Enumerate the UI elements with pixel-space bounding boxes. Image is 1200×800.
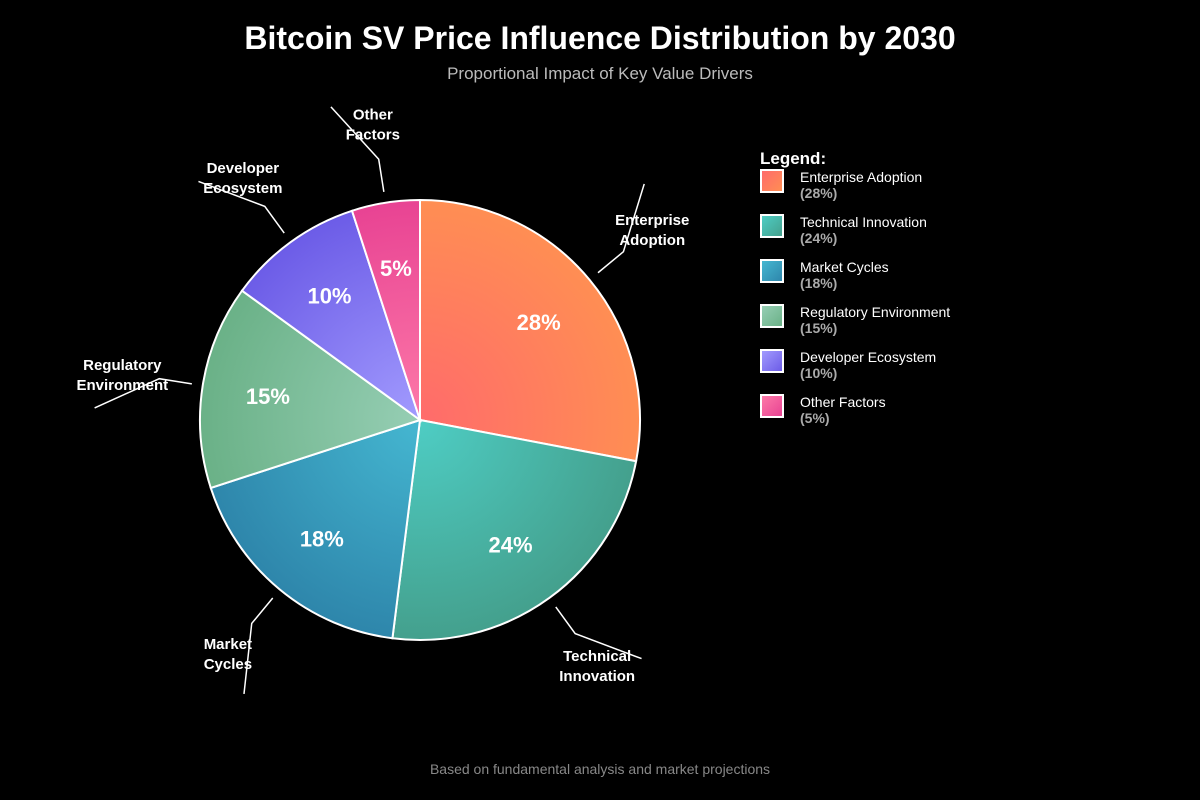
slice-percent-label: 18% <box>300 527 344 552</box>
legend-title: Legend: <box>760 149 827 168</box>
legend-label: Developer Ecosystem <box>800 349 937 365</box>
legend-item: Enterprise Adoption (28%) <box>760 169 950 214</box>
chart-footer: Based on fundamental analysis and market… <box>429 761 771 777</box>
pie-slice-technical-innovation[interactable] <box>391 418 638 641</box>
pie-slice-market-cycles[interactable] <box>209 418 422 640</box>
slice-percent-label: 15% <box>246 384 290 409</box>
chart-title: Bitcoin SV Price Influence Distribution … <box>244 20 956 56</box>
legend-label: Other Factors <box>800 394 886 410</box>
legend-percent: (5%) <box>800 410 830 426</box>
chart-subtitle: Proportional Impact of Key Value Drivers <box>447 64 753 83</box>
slice-category-label: Enterprise Adoption <box>615 212 689 249</box>
slice-category-label: Other Factors <box>346 106 400 143</box>
slice-percent-label: 10% <box>307 283 351 308</box>
legend-percent: (24%) <box>800 230 838 246</box>
legend-label: Technical Innovation <box>800 214 927 230</box>
pie-slice-other-factors[interactable] <box>350 198 421 421</box>
leader-line <box>94 377 192 409</box>
legend-swatch <box>760 214 784 238</box>
leader-line <box>330 106 385 192</box>
slice-percent-label: 28% <box>517 310 561 335</box>
legend-item: Market Cycles (18%) <box>760 259 950 304</box>
leader-line <box>555 606 642 660</box>
slice-category-label: Technical Innovation <box>559 648 635 685</box>
slice-percent-label: 24% <box>488 533 532 558</box>
legend-item: Regulatory Environment (15%) <box>760 304 950 349</box>
leader-line <box>597 183 645 274</box>
legend-percent: (10%) <box>800 365 838 381</box>
legend-percent: (15%) <box>800 320 838 336</box>
legend-item: Other Factors (5%) <box>760 394 950 439</box>
legend-label: Regulatory Environment <box>800 304 951 320</box>
legend-item: Technical Innovation (24%) <box>760 214 950 259</box>
legend-swatch <box>760 304 784 328</box>
legend: Legend: Enterprise Adoption (28%) Technica… <box>760 149 950 439</box>
legend-percent: (18%) <box>800 275 838 291</box>
pie-slice-regulatory-environment[interactable] <box>199 289 423 490</box>
slice-category-label: Developer Ecosystem <box>203 160 282 197</box>
legend-swatch <box>760 349 784 373</box>
legend-label: Market Cycles <box>800 259 889 275</box>
slice-category-label: Regulatory Environment <box>76 357 168 394</box>
pie-slice-developer-ecosystem[interactable] <box>240 209 422 423</box>
slice-percent-label: 5% <box>380 256 412 281</box>
legend-item: Developer Ecosystem (10%) <box>760 349 950 394</box>
legend-swatch <box>760 259 784 283</box>
leader-line <box>198 180 285 234</box>
legend-swatch <box>760 394 784 418</box>
legend-label: Enterprise Adoption <box>800 169 923 185</box>
legend-percent: (28%) <box>800 185 838 201</box>
slice-category-label: Market Cycles <box>204 636 252 673</box>
leader-line <box>243 597 274 695</box>
legend-swatch <box>760 169 784 193</box>
pie-slice-enterprise-adoption[interactable] <box>419 198 641 463</box>
